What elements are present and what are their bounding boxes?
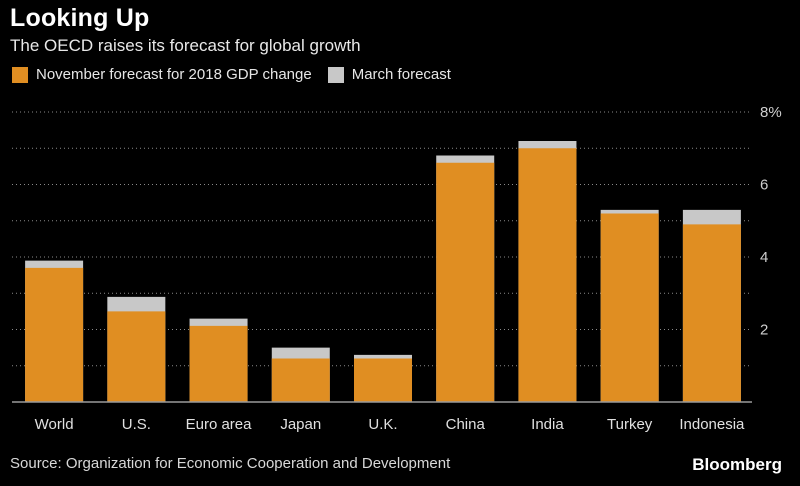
y-tick-label-8: 8% bbox=[760, 104, 782, 121]
legend-label-november: November forecast for 2018 GDP change bbox=[36, 66, 312, 83]
legend-label-march: March forecast bbox=[351, 66, 451, 83]
y-tick-label-4: 4 bbox=[760, 249, 768, 266]
bar-november-japan bbox=[271, 358, 330, 402]
bloomberg-logo: Bloomberg bbox=[692, 455, 782, 474]
legend: November forecast for 2018 GDP change Ma… bbox=[12, 66, 467, 83]
y-tick-label-2: 2 bbox=[760, 322, 768, 339]
x-tick-label-euro-area: Euro area bbox=[186, 416, 253, 433]
bar-november-india bbox=[518, 148, 577, 402]
legend-swatch-march bbox=[327, 66, 344, 83]
bar-november-indonesia bbox=[682, 224, 741, 402]
legend-item-november: November forecast for 2018 GDP change bbox=[12, 66, 312, 83]
source-note: Source: Organization for Economic Cooper… bbox=[10, 455, 451, 472]
x-tick-label-japan: Japan bbox=[280, 416, 321, 433]
chart-subtitle: The OECD raises its forecast for global … bbox=[10, 36, 361, 55]
x-tick-label-u-s: U.S. bbox=[122, 416, 151, 433]
bar-november-euro-area bbox=[189, 325, 248, 402]
bar-november-world bbox=[25, 267, 84, 402]
legend-item-march: March forecast bbox=[327, 66, 451, 83]
x-tick-label-india: India bbox=[531, 416, 564, 433]
bar-november-turkey bbox=[600, 213, 659, 402]
chart-title: Looking Up bbox=[10, 4, 150, 32]
legend-swatch-november bbox=[12, 66, 28, 83]
x-tick-label-turkey: Turkey bbox=[607, 416, 653, 433]
bar-november-china bbox=[436, 162, 495, 402]
x-tick-label-indonesia: Indonesia bbox=[679, 416, 745, 433]
x-tick-label-china: China bbox=[446, 416, 486, 433]
bar-november-u-s bbox=[107, 311, 166, 402]
x-tick-label-world: World bbox=[35, 416, 74, 433]
bar-november-u-k bbox=[354, 358, 412, 402]
x-tick-label-u-k: U.K. bbox=[368, 416, 397, 433]
y-tick-label-6: 6 bbox=[760, 177, 768, 194]
